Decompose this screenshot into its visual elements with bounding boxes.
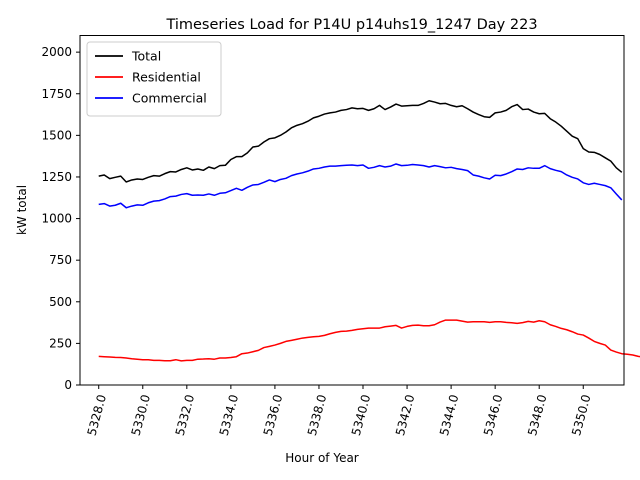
y-tick-label: 1750 [41, 87, 72, 101]
legend-label-residential: Residential [132, 70, 201, 85]
series-line-residential [98, 319, 640, 362]
legend: Total Residential Commercial [86, 41, 222, 117]
y-tick-label: 1500 [41, 128, 72, 142]
y-tick-label: 1250 [41, 170, 72, 184]
y-tick-label: 750 [49, 253, 72, 267]
series-line-commercial [98, 163, 623, 209]
series-line-total [98, 99, 623, 183]
plot-lines [98, 99, 640, 362]
y-tick-label: 0 [64, 378, 72, 392]
axes-frame [79, 35, 625, 386]
y-tick-label: 500 [49, 295, 72, 309]
y-tick-label: 2000 [41, 45, 72, 59]
y-axis-label: kW total [15, 185, 29, 235]
chart-title: Timeseries Load for P14U p14uhs19_1247 D… [165, 17, 537, 33]
y-tick-label: 1000 [41, 212, 72, 226]
legend-label-total: Total [131, 49, 161, 64]
x-axis-label: Hour of Year [285, 451, 359, 465]
legend-label-commercial: Commercial [132, 91, 207, 106]
y-tick-label: 250 [49, 336, 72, 350]
